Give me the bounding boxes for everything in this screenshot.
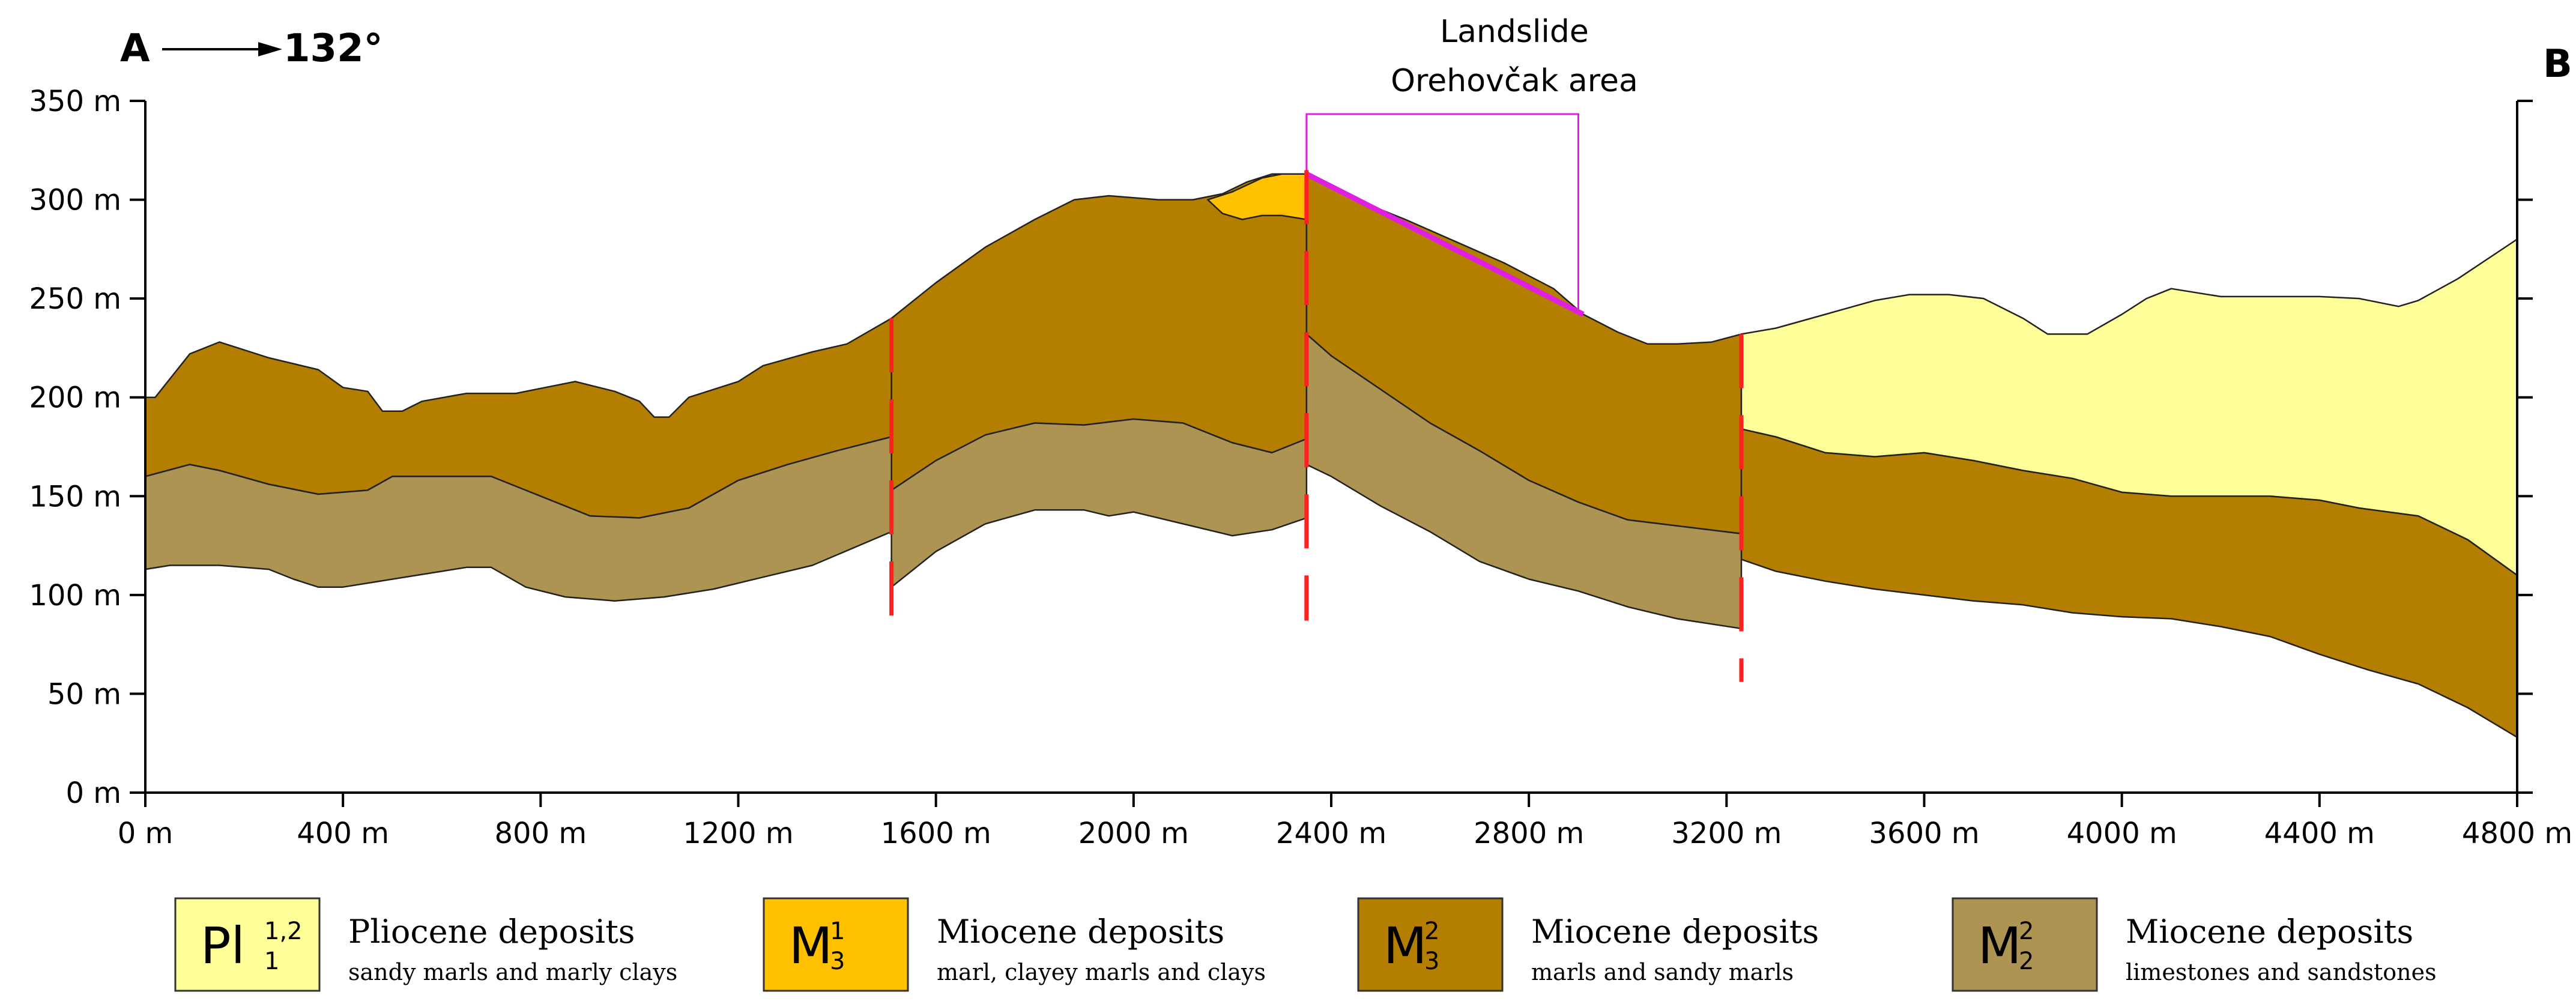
legend-unit-description: sandy marls and marly clays: [348, 959, 677, 985]
layer-group: [144, 173, 2518, 739]
x-tick-label: 2000 m: [1078, 817, 1189, 850]
y-tick-label: 50 m: [47, 677, 121, 711]
layer-0-block-0: [1740, 238, 2518, 576]
legend-swatch: [763, 897, 909, 992]
legend-item-0: Pl 1,2 1 Pliocene deposits sandy marls and m…: [174, 897, 677, 992]
legend-unit-name: Miocene deposits: [937, 913, 1224, 951]
legend-unit-description: marl, clayey marls and clays: [937, 959, 1266, 985]
x-tick-label: 400 m: [297, 817, 389, 850]
x-tick-label: 3600 m: [1869, 817, 1979, 850]
legend-symbol-sub: 1: [264, 948, 279, 975]
landslide-label-line2: Orehovčak area: [1391, 63, 1638, 99]
legend-symbol-sup: 1,2: [264, 918, 303, 945]
layer-3-block-1: [890, 418, 1308, 588]
x-tick-label: 4800 m: [2462, 817, 2572, 850]
y-tick-label: 300 m: [29, 184, 121, 217]
y-tick-label: 350 m: [29, 85, 121, 118]
x-tick-label: 800 m: [495, 817, 587, 850]
profile-end-label: B: [2543, 42, 2572, 86]
legend-unit-name: Miocene deposits: [2126, 913, 2413, 951]
legend-symbol-sup: 1: [830, 918, 845, 945]
y-tick-label: 150 m: [29, 480, 121, 513]
legend: Pl 1,2 1 Pliocene deposits sandy marls and m…: [174, 897, 2437, 992]
legend-item-1: M1 3 Miocene deposits marl, clayey marls an…: [763, 897, 1266, 992]
legend-symbol-base: M: [1383, 916, 1427, 975]
profile-azimuth: 132°: [283, 26, 383, 71]
y-ticks: 0 m 50 m 100 m 150 m 200 m 250 m 300 m 350 m: [29, 85, 2533, 810]
y-tick-label: 200 m: [29, 381, 121, 415]
x-tick-label: 4400 m: [2264, 817, 2375, 850]
landslide-annotation: [1305, 113, 1585, 317]
legend-item-3: M2 2 Miocene deposits limestones and sandst…: [1952, 897, 2437, 992]
x-ticks: 0 m 400 m 800 m 1200 m 1600 m 2000 m 2400 m 280…: [118, 793, 2572, 850]
x-tick-label: 2800 m: [1474, 817, 1584, 850]
legend-unit-description: marls and sandy marls: [1531, 959, 1794, 985]
profile-arrow-head-icon: [258, 42, 282, 56]
x-tick-label: 0 m: [118, 817, 174, 850]
landslide-bracket: [1305, 113, 1579, 315]
fault-group: [889, 170, 1744, 682]
legend-swatch: [1952, 897, 2098, 992]
landslide-label-line1: Landslide: [1440, 14, 1589, 50]
y-tick-label: 250 m: [29, 282, 121, 316]
y-tick-label: 0 m: [65, 776, 121, 810]
y-tick-label: 100 m: [29, 579, 121, 612]
legend-symbol-sup: 2: [2019, 918, 2034, 945]
x-tick-label: 1200 m: [683, 817, 793, 850]
legend-swatch: [1357, 897, 1504, 992]
layer-3-block-0: [144, 436, 892, 602]
legend-unit-name: Pliocene deposits: [348, 913, 635, 951]
legend-symbol-sub: 3: [1424, 948, 1439, 975]
x-tick-label: 2400 m: [1276, 817, 1386, 850]
legend-unit-description: limestones and sandstones: [2126, 959, 2437, 985]
legend-symbol-base: Pl: [201, 916, 245, 975]
legend-symbol-sup: 2: [1424, 918, 1439, 945]
legend-swatch: [174, 897, 321, 992]
x-tick-label: 3200 m: [1671, 817, 1782, 850]
legend-symbol-base: M: [1978, 916, 2021, 975]
legend-symbol-sub: 3: [830, 948, 845, 975]
legend-unit-name: Miocene deposits: [1531, 913, 1819, 951]
x-tick-label: 1600 m: [881, 817, 991, 850]
legend-symbol-base: M: [789, 916, 832, 975]
layer-1-block-0: [1207, 173, 1308, 220]
x-tick-label: 4000 m: [2067, 817, 2177, 850]
legend-item-2: M2 3 Miocene deposits marls and sandy marls: [1357, 897, 1819, 992]
landslide-slope-highlight: [1305, 171, 1585, 317]
legend-symbol-sub: 2: [2019, 948, 2034, 975]
profile-start-label: A: [120, 26, 150, 71]
